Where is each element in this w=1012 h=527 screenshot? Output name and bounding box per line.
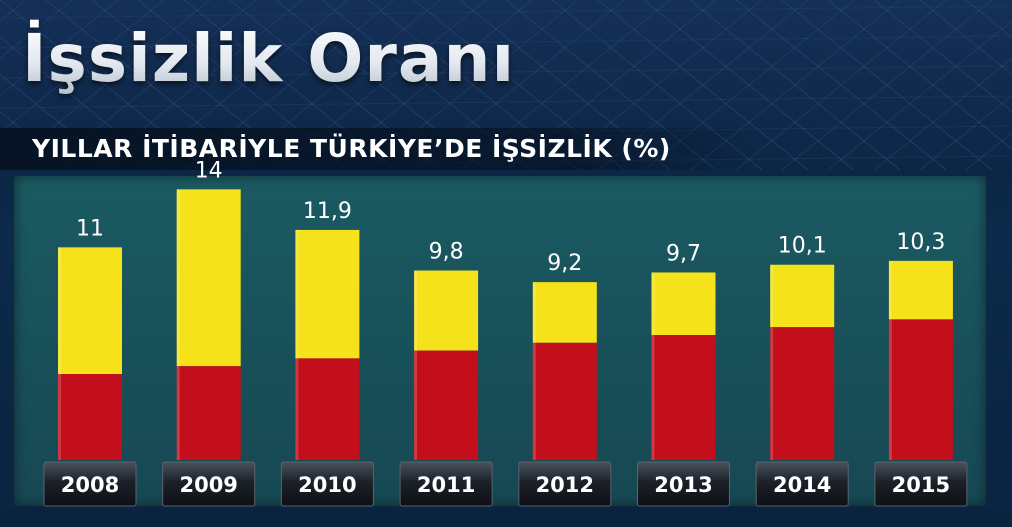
x-tick-label: 2008 (61, 473, 119, 497)
data-label: 10,3 (896, 230, 945, 255)
bar-yellow-segment (651, 272, 716, 335)
bar-yellow-segment (58, 247, 122, 374)
bar-2012: 9,2 (532, 251, 597, 460)
bar-highlight (532, 282, 536, 460)
bar-red-segment (295, 358, 360, 460)
bar-highlight (888, 260, 892, 460)
x-tick-label: 2014 (773, 473, 831, 497)
bar-highlight (651, 272, 655, 460)
bar-yellow-segment (888, 260, 953, 320)
x-tick-label: 2013 (654, 473, 712, 497)
x-tick-label: 2012 (536, 473, 594, 497)
bar-highlight (58, 247, 61, 460)
bar-yellow-segment (770, 264, 835, 328)
bar-2013: 9,7 (651, 241, 716, 460)
year-plate (399, 461, 493, 507)
data-label: 9,2 (547, 251, 582, 276)
bar-red-segment (651, 335, 716, 460)
bar-2009: 14 (176, 158, 241, 461)
data-label: 11 (76, 216, 104, 241)
year-plate (43, 461, 137, 507)
bar-yellow-segment (295, 229, 360, 359)
bar-highlight (414, 270, 418, 460)
data-label: 9,8 (429, 240, 464, 265)
bar-yellow-segment (532, 282, 597, 343)
year-plate (518, 461, 612, 507)
bar-red-segment (888, 319, 953, 460)
year-plate (162, 461, 256, 507)
bar-red-segment (532, 342, 597, 460)
x-tick-label: 2015 (892, 473, 950, 497)
x-tick-label: 2010 (298, 473, 356, 497)
chart-subtitle: YILLAR İTİBARİYLE TÜRKİYE’DE İŞSİZLİK (%… (32, 134, 671, 163)
bar-red-segment (770, 327, 835, 460)
bar-2008: 11 (58, 216, 122, 460)
bar-red-segment (414, 350, 479, 460)
x-tick-label: 2009 (179, 473, 237, 497)
year-plate (637, 461, 730, 507)
page-title: İşsizlik Oranı (22, 18, 515, 100)
bar-yellow-segment (176, 189, 241, 367)
bar-red-segment (58, 374, 122, 460)
bar-2014: 10,1 (770, 234, 835, 460)
bar-highlight (295, 229, 299, 460)
data-label: 9,7 (666, 241, 701, 266)
data-label: 10,1 (778, 234, 827, 259)
data-label: 14 (195, 158, 223, 183)
bar-2011: 9,8 (414, 240, 479, 460)
data-label: 11,9 (303, 199, 352, 224)
bar-highlight (176, 189, 180, 461)
subtitle-bar (0, 128, 760, 170)
bar-red-segment (176, 366, 241, 460)
year-plate (280, 461, 374, 507)
bar-highlight (770, 264, 774, 460)
bar-yellow-segment (414, 270, 479, 351)
bar-2015: 10,3 (888, 230, 953, 460)
year-plate (755, 461, 849, 507)
x-tick-label: 2011 (417, 473, 475, 497)
bar-2010: 11,9 (295, 199, 360, 460)
year-plate (874, 461, 968, 507)
